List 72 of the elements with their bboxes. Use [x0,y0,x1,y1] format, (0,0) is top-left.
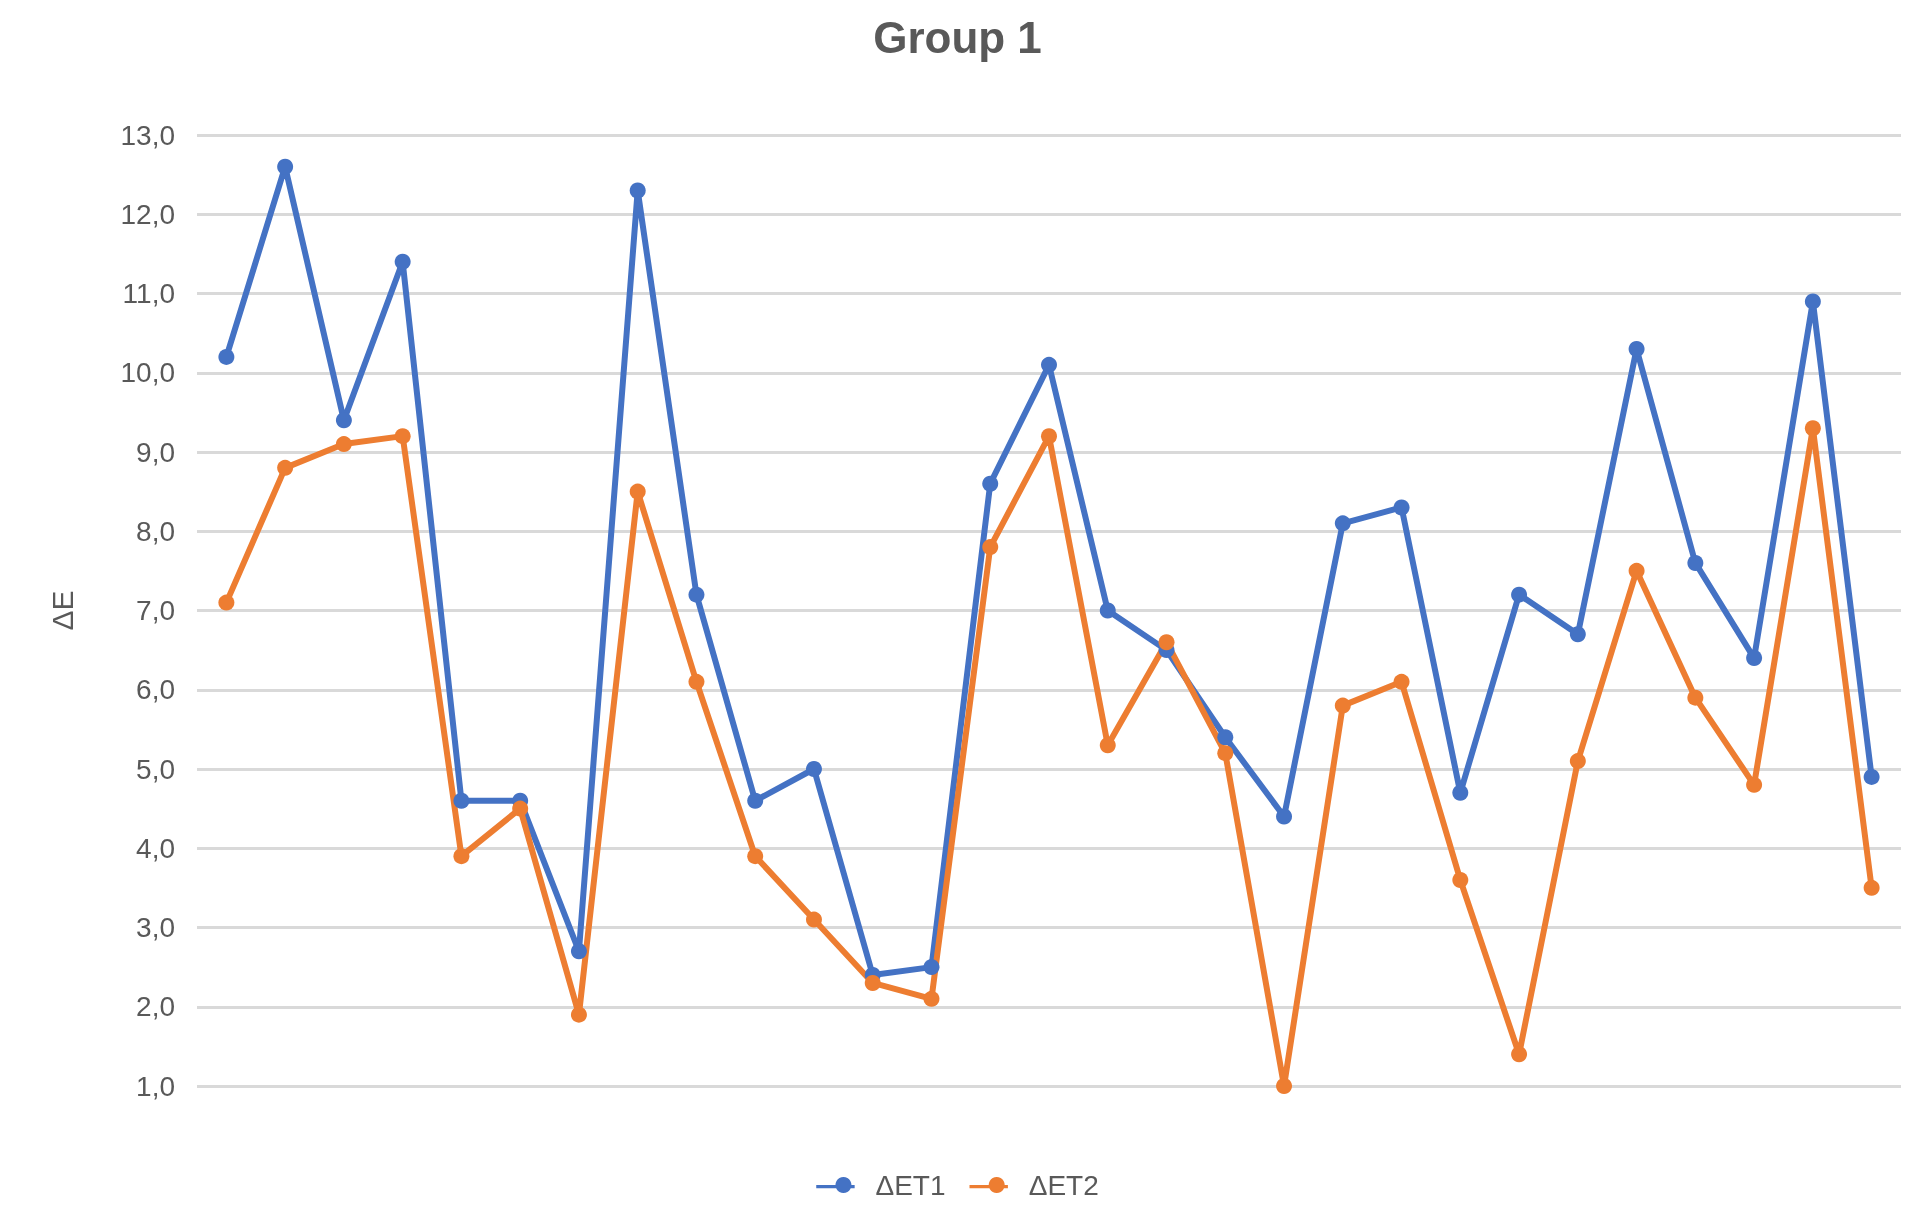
point [1041,356,1057,373]
y-tick-label: 13,0 [120,119,175,151]
point [688,673,705,690]
point [1687,554,1704,571]
point [570,1006,587,1023]
point [1393,673,1410,690]
point [512,800,529,817]
y-tick-label: 4,0 [136,832,175,864]
point [1393,499,1410,516]
y-tick-label: 12,0 [120,198,175,230]
point [1276,808,1293,825]
point [1687,689,1704,706]
y-tick-label: 1,0 [136,1070,175,1102]
point [1863,768,1880,785]
point [277,158,294,175]
y-tick-label: 8,0 [136,515,175,547]
y-tick-label: 6,0 [136,674,175,706]
y-tick-label: 10,0 [120,357,175,389]
y-tick-label: 5,0 [136,753,175,785]
point [629,182,646,199]
point [1628,562,1645,579]
point [1452,784,1469,801]
point [1569,753,1586,770]
point [218,594,235,611]
point [1158,634,1175,651]
point [1334,697,1351,714]
y-tick-label: 9,0 [136,436,175,468]
legend-label: ΔET2 [1028,1169,1099,1201]
point [747,792,764,809]
point [1804,420,1821,437]
point [1041,428,1057,445]
point [1217,745,1234,762]
y-axis-title: ΔE [45,590,79,631]
point [453,848,470,865]
point [629,483,646,500]
point [1746,776,1763,793]
point [1863,879,1880,896]
point [923,959,940,976]
point [805,911,822,928]
y-tick-label: 3,0 [136,912,175,943]
y-tick-label: 11,0 [122,278,175,309]
legend-label: ΔET1 [875,1169,946,1201]
point [335,436,352,453]
point [394,428,411,445]
point [1099,602,1116,619]
point [1099,737,1116,754]
point [805,761,822,777]
point [394,253,411,270]
point [982,539,999,556]
point [1511,586,1528,603]
point [277,459,294,476]
point [1217,729,1234,746]
point [1628,340,1645,357]
point [1511,1046,1528,1063]
point [1804,293,1821,310]
point [747,848,764,865]
point [453,792,470,809]
point [982,475,999,492]
point [570,943,587,960]
point [688,586,705,603]
point [1334,515,1351,532]
chart-title: Group 1 [873,12,1042,62]
point [1276,1078,1293,1094]
point [218,348,235,365]
point [1569,626,1586,643]
y-tick-label: 2,0 [136,991,175,1023]
point [864,974,881,991]
point [1452,871,1469,888]
point [335,412,352,429]
point [923,990,940,1007]
y-tick-label: 7,0 [136,595,175,626]
point [1746,650,1763,667]
